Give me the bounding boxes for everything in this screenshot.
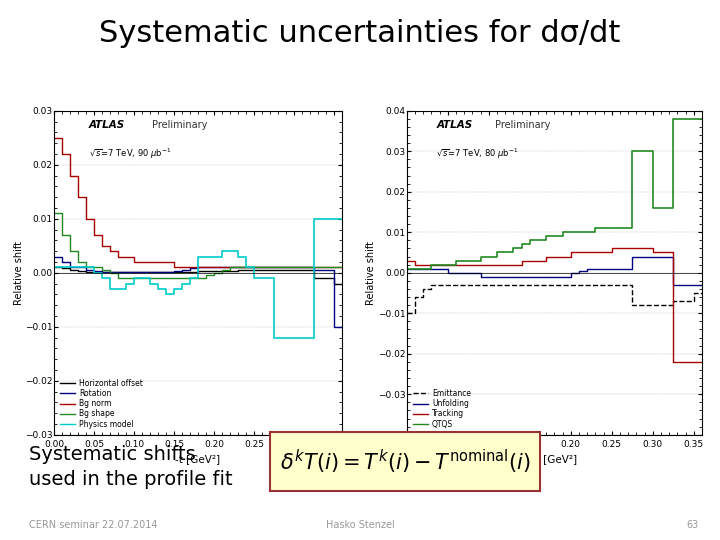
Text: ATLAS: ATLAS — [436, 120, 472, 131]
Text: $\sqrt{s}$=7 TeV, 90 $\mu$b$^{-1}$: $\sqrt{s}$=7 TeV, 90 $\mu$b$^{-1}$ — [89, 146, 171, 161]
Text: ATLAS: ATLAS — [89, 120, 125, 131]
Text: $\delta^k T(i) = T^k(i) - T^{\mathrm{nominal}}(i)$: $\delta^k T(i) = T^k(i) - T^{\mathrm{nom… — [279, 448, 531, 476]
Text: Hasko Stenzel: Hasko Stenzel — [325, 520, 395, 530]
Text: 63: 63 — [686, 520, 698, 530]
Legend: Emittance, Unfolding, Tracking, QTQS: Emittance, Unfolding, Tracking, QTQS — [410, 387, 473, 431]
Y-axis label: Relative shift: Relative shift — [14, 241, 24, 305]
Text: Preliminary: Preliminary — [495, 120, 551, 131]
Text: CERN seminar 22.07.2014: CERN seminar 22.07.2014 — [29, 520, 157, 530]
Y-axis label: Relative shift: Relative shift — [366, 241, 377, 305]
X-axis label: -t [GeV²]: -t [GeV²] — [532, 454, 577, 464]
Text: used in the profile fit: used in the profile fit — [29, 470, 233, 489]
Text: $\sqrt{s}$=7 TeV, 80 $\mu$b$^{-1}$: $\sqrt{s}$=7 TeV, 80 $\mu$b$^{-1}$ — [436, 146, 518, 161]
Text: Systematic uncertainties for dσ/dt: Systematic uncertainties for dσ/dt — [99, 19, 621, 48]
Text: Preliminary: Preliminary — [152, 120, 207, 131]
X-axis label: -t [GeV²]: -t [GeV²] — [176, 454, 220, 464]
Text: Systematic shifts: Systematic shifts — [29, 446, 196, 464]
Legend: Horizontal offset, Rotation, Bg norm, Bg shape, Physics model: Horizontal offset, Rotation, Bg norm, Bg… — [58, 377, 145, 431]
